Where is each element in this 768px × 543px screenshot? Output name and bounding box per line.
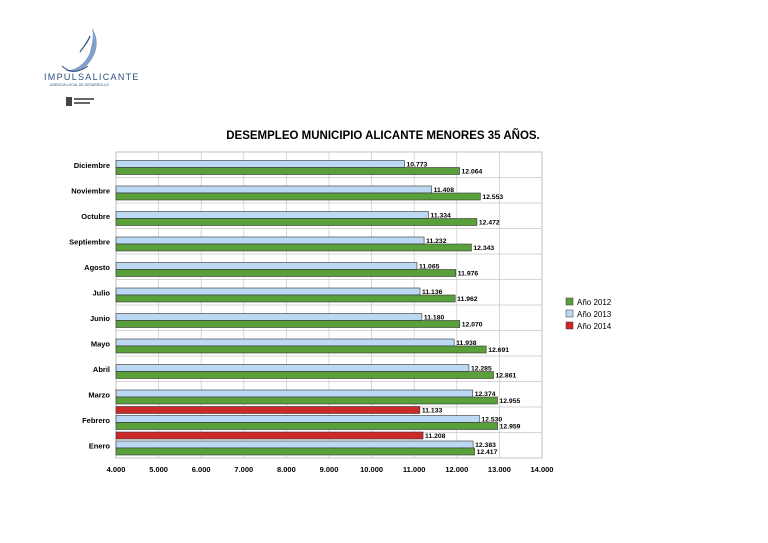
bar-2014 — [115, 406, 421, 414]
data-label-2013: 11.334 — [430, 213, 451, 220]
x-tick-label: 11.000 — [403, 465, 426, 474]
x-tick-label: 12.000 — [445, 465, 468, 474]
y-tick-label: Mayo — [91, 339, 111, 348]
legend-label-2012: Año 2012 — [577, 298, 612, 307]
data-label-2013: 11.065 — [419, 264, 440, 271]
x-tick-label: 10.000 — [360, 465, 383, 474]
y-tick-label: Febrero — [82, 416, 110, 425]
data-label-2013: 11.232 — [426, 238, 447, 245]
data-label-2012: 12.553 — [482, 194, 503, 201]
x-tick-label: 14.000 — [531, 465, 554, 474]
bar-2012 — [115, 447, 475, 456]
bar-2012 — [115, 218, 478, 226]
data-label-2014: 11.133 — [422, 408, 443, 415]
data-label-2013: 11.180 — [424, 315, 445, 322]
x-tick-label: 9.000 — [320, 465, 339, 474]
data-label-2012: 12.959 — [500, 424, 521, 431]
x-tick-label: 13.000 — [488, 465, 511, 474]
bar-2012 — [115, 294, 456, 303]
data-label-2012: 12.417 — [477, 449, 498, 456]
bar-2012 — [115, 396, 498, 405]
data-label-2013: 11.408 — [434, 187, 455, 194]
bar-2013 — [115, 415, 480, 423]
plot-area: 4.000 5.000 6.000 7.000 8.000 9.000 10.000 11.0… — [69, 151, 554, 474]
bar-2013 — [115, 287, 421, 296]
y-tick-label: Octubre — [81, 212, 110, 221]
data-label-2012: 12.861 — [495, 373, 516, 380]
y-tick-label: Agosto — [84, 263, 110, 272]
legend-label-2014: Año 2014 — [577, 322, 612, 331]
y-tick-label: Enero — [89, 441, 111, 450]
data-label-2014: 11.208 — [425, 433, 446, 440]
bar-2013 — [115, 364, 470, 372]
chart-title: DESEMPLEO MUNICIPIO ALICANTE MENORES 35 … — [226, 129, 540, 142]
data-label-2013: 11.136 — [422, 289, 443, 296]
data-label-2012: 11.962 — [457, 296, 478, 303]
legend-label-2013: Año 2013 — [577, 310, 612, 319]
bar-2013 — [115, 185, 432, 194]
bar-2013 — [115, 389, 474, 398]
legend-swatch-2013 — [565, 309, 574, 318]
x-tick-label: 5.000 — [149, 465, 168, 474]
bar-2012 — [115, 345, 487, 354]
y-tick-label: Diciembre — [74, 161, 110, 170]
data-label-2013: 10.773 — [407, 162, 428, 169]
bar-2013 — [115, 440, 474, 449]
bar-2014 — [115, 431, 424, 440]
bar-2012 — [115, 192, 481, 201]
data-label-2013: 12.285 — [471, 366, 492, 373]
logo-name: IMPULSALICANTE — [44, 72, 140, 82]
legend-swatch-2012 — [565, 297, 574, 306]
swimmer-logo-icon — [61, 28, 97, 72]
bar-2012 — [115, 243, 472, 252]
bar-2012 — [115, 422, 498, 430]
data-label-2012: 12.691 — [488, 347, 509, 354]
data-label-2013: 12.383 — [475, 442, 496, 449]
data-label-2012: 12.472 — [479, 220, 500, 227]
bar-2013 — [115, 262, 418, 270]
data-label-2012: 12.064 — [462, 169, 483, 176]
bar-2012 — [115, 167, 460, 175]
bar-2012 — [115, 320, 461, 328]
logo-subtitle: AGENCIA LOCAL DE DESARROLLO — [50, 83, 109, 87]
data-label-2013: 11.938 — [456, 340, 477, 347]
y-tick-label: Septiembre — [69, 237, 110, 246]
data-label-2013: 12.530 — [481, 417, 502, 424]
bar-2013 — [115, 160, 405, 168]
bar-2013 — [115, 211, 429, 219]
bar-2013 — [115, 236, 425, 245]
x-tick-label: 4.000 — [107, 465, 126, 474]
x-tick-label: 7.000 — [234, 465, 253, 474]
data-label-2013: 12.374 — [475, 391, 496, 398]
y-tick-label: Marzo — [88, 390, 110, 399]
legend-swatch-2014 — [565, 321, 574, 330]
x-tick-label: 8.000 — [277, 465, 296, 474]
data-label-2012: 12.955 — [499, 398, 520, 405]
data-label-2012: 12.343 — [473, 245, 494, 252]
y-tick-label: Junio — [90, 314, 110, 323]
bar-2012 — [115, 269, 457, 277]
data-label-2012: 12.070 — [462, 322, 483, 329]
y-tick-label: Abril — [93, 365, 110, 374]
y-tick-label: Julio — [92, 288, 110, 297]
bar-2013 — [115, 338, 455, 347]
x-tick-label: 6.000 — [192, 465, 211, 474]
legend: Año 2012 Año 2013 Año 2014 — [565, 297, 612, 331]
data-label-2012: 11.976 — [458, 271, 479, 278]
y-tick-label: Noviembre — [71, 186, 110, 195]
bar-2013 — [115, 313, 423, 321]
bar-2012 — [115, 371, 494, 379]
city-seal-icon — [66, 97, 94, 106]
